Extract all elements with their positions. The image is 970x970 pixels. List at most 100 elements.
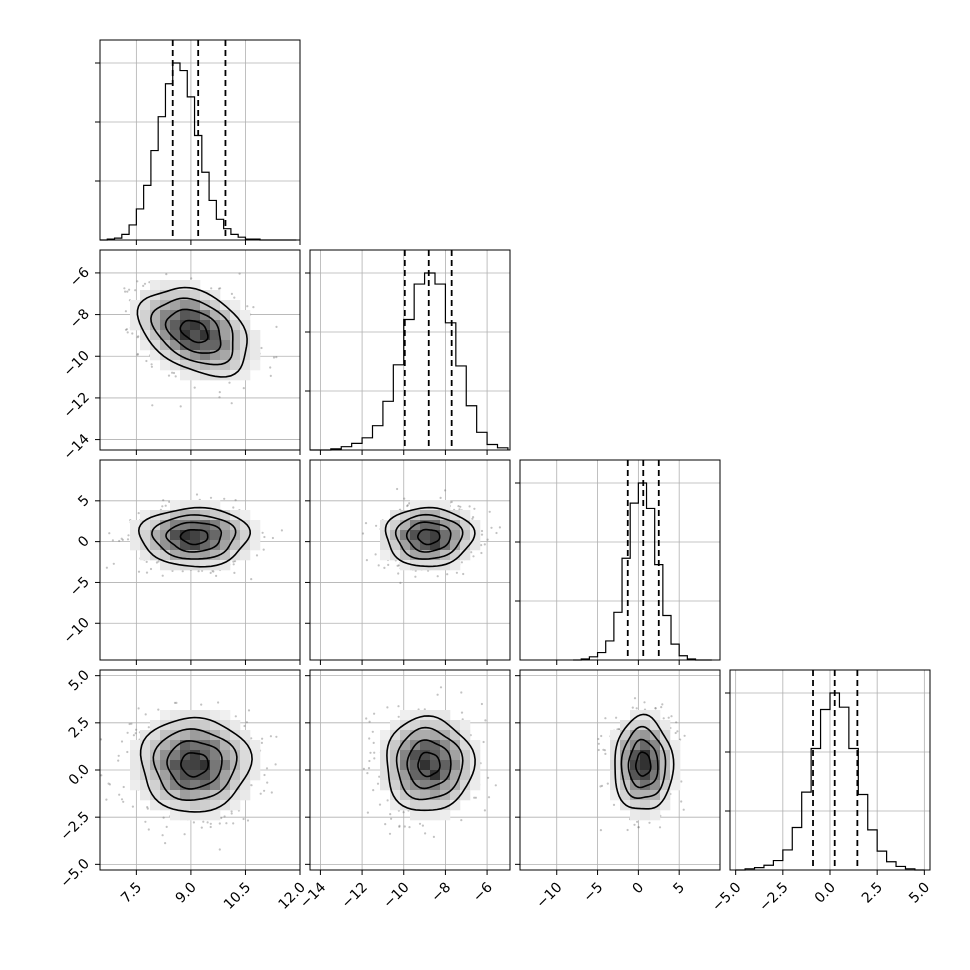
density-cell: [140, 520, 151, 531]
sample-point: [137, 335, 140, 338]
density-cell: [130, 760, 141, 771]
sample-point: [480, 529, 484, 533]
sample-point: [397, 705, 400, 708]
density-cell: [410, 530, 421, 541]
sample-point: [275, 325, 278, 328]
sample-point: [172, 371, 176, 375]
sample-point: [602, 748, 605, 751]
density-cell: [410, 760, 421, 771]
sample-point: [123, 287, 126, 290]
sample-point: [362, 767, 365, 771]
density-cell: [140, 320, 151, 331]
density-cell: [390, 720, 401, 731]
sample-point: [600, 784, 604, 788]
sample-point: [146, 807, 149, 810]
sample-point: [122, 785, 125, 789]
density-cell: [380, 760, 391, 771]
density-cell: [620, 770, 631, 781]
density-cell: [230, 720, 241, 731]
sample-point: [200, 703, 203, 706]
density-cell: [190, 280, 201, 291]
density-cell: [450, 750, 461, 761]
density-cell: [400, 550, 411, 561]
density-cell: [460, 760, 471, 771]
density-cell: [400, 750, 411, 761]
density-cell: [460, 540, 471, 551]
density-cell: [200, 810, 211, 821]
sample-point: [126, 750, 129, 754]
sample-point: [643, 701, 646, 704]
density-cell: [240, 770, 251, 781]
sample-point: [118, 539, 121, 543]
sample-point: [168, 500, 171, 503]
sample-point: [269, 735, 272, 738]
density-cell: [170, 740, 181, 751]
sample-point: [147, 726, 150, 729]
x-tick-label: −10: [533, 880, 565, 912]
density-cell: [150, 310, 161, 321]
x-tick-label: 5.0: [906, 880, 933, 907]
sample-point: [105, 798, 108, 801]
density-cell: [200, 720, 211, 731]
sample-point: [232, 563, 235, 566]
density-cell: [170, 510, 181, 521]
sample-point: [105, 566, 108, 569]
density-cell: [180, 320, 191, 331]
density-cell: [170, 720, 181, 731]
sample-point: [165, 825, 168, 829]
density-cell: [630, 770, 641, 781]
density-cell: [230, 360, 241, 371]
sample-point: [143, 282, 147, 285]
density-cell: [450, 800, 461, 811]
density-cell: [640, 750, 651, 761]
density-cell: [210, 540, 221, 551]
density-cell: [440, 740, 451, 751]
density-cell: [210, 760, 221, 771]
density-cell: [240, 760, 251, 771]
density-cell: [420, 550, 431, 561]
sample-point: [495, 531, 498, 535]
sample-point: [179, 405, 182, 408]
sample-point: [372, 741, 375, 745]
density-cell: [250, 540, 261, 551]
density-cell: [220, 540, 231, 551]
sample-point: [108, 783, 111, 786]
density-layer: [105, 493, 283, 581]
density-cell: [160, 340, 171, 351]
sample-point: [212, 570, 215, 573]
density-cell: [210, 350, 221, 361]
sample-point: [165, 273, 168, 276]
sample-point: [134, 732, 137, 735]
density-cell: [420, 730, 431, 741]
sample-point: [486, 538, 489, 541]
density-cell: [130, 300, 141, 311]
sample-point: [135, 728, 138, 731]
density-cell: [240, 330, 251, 341]
sample-point: [126, 331, 129, 334]
sample-point: [271, 536, 274, 540]
density-cell: [250, 330, 261, 341]
density-cell: [220, 370, 231, 381]
sample-point: [134, 289, 137, 292]
sample-point: [274, 763, 277, 766]
density-cell: [440, 500, 451, 511]
density-cell: [190, 500, 201, 511]
sample-point: [683, 734, 686, 737]
density-cell: [150, 540, 161, 551]
density-cell: [190, 760, 201, 771]
density-cell: [150, 770, 161, 781]
sample-point: [124, 310, 127, 313]
density-cell: [220, 790, 231, 801]
density-cell: [150, 350, 161, 361]
density-cell: [400, 780, 411, 791]
density-cell: [460, 790, 471, 801]
density-cell: [160, 710, 171, 721]
density-cell: [440, 780, 451, 791]
density-cell: [410, 790, 421, 801]
density-cell: [380, 550, 391, 561]
density-cell: [210, 770, 221, 781]
density-layer: [100, 701, 278, 851]
density-cell: [460, 770, 471, 781]
joint-panel-2-1: [305, 459, 511, 665]
density-cell: [440, 810, 451, 821]
